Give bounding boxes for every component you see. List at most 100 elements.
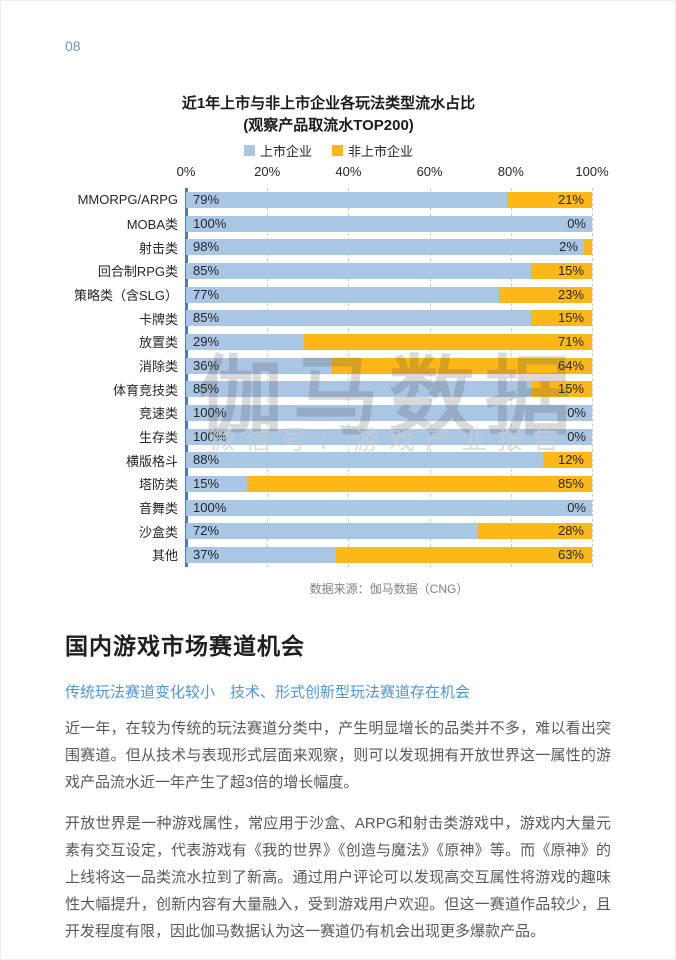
value-label-listed: 100% <box>193 428 227 444</box>
page-number: 08 <box>65 38 81 54</box>
bar-track: 37% 63% <box>186 546 592 563</box>
category-label: 射击类 <box>138 240 178 256</box>
bar-segment-unlisted <box>246 475 592 492</box>
category-label: 策略类（含SLG） <box>73 288 178 304</box>
chart-title: 近1年上市与非上市企业各玩法类型流水占比 <box>181 95 476 112</box>
chart-row: 策略类（含SLG） 77% 23% <box>65 283 592 307</box>
value-label-unlisted: 0% <box>567 215 586 231</box>
legend-swatch-icon <box>332 145 343 156</box>
value-label-unlisted: 0% <box>567 499 586 515</box>
category-label: 塔防类 <box>138 477 178 493</box>
chart-row: 塔防类 15% 85% <box>65 472 592 496</box>
value-label-listed: 88% <box>193 452 220 468</box>
value-label-listed: 85% <box>193 310 220 326</box>
value-label-listed: 15% <box>193 475 220 491</box>
bar-track: 98% 2% <box>186 239 592 256</box>
chart-row: 其他 37% 63% <box>65 543 592 567</box>
value-label-unlisted: 12% <box>557 452 584 468</box>
bar-segment-unlisted <box>531 262 592 279</box>
bar-segment-listed <box>186 499 592 516</box>
bar-track: 88% 12% <box>186 452 592 469</box>
bar-segment-unlisted <box>531 310 592 327</box>
category-label: 回合制RPG类 <box>97 264 178 280</box>
bar-segment-listed <box>186 452 544 469</box>
bar-segment-listed <box>186 381 532 398</box>
chart-row: 消除类 36% 64% <box>65 354 592 378</box>
bar-track: 85% 15% <box>186 310 592 327</box>
bar-segment-listed <box>186 310 532 327</box>
body-paragraph: 近一年，在较为传统的玩法赛道分类中，产生明显增长的品类并不多，难以看出突围赛道。… <box>65 720 611 791</box>
x-tick-label: 60% <box>416 164 443 179</box>
value-label-unlisted: 63% <box>557 546 584 562</box>
value-label-listed: 72% <box>193 523 220 539</box>
value-label-listed: 85% <box>193 262 220 278</box>
body-paragraph: 开放世界是一种游戏属性，常应用于沙盒、ARPG和射击类游戏中，游戏内大量元素有交… <box>65 815 611 940</box>
gridline <box>510 188 512 567</box>
legend-label: 非上市企业 <box>348 144 414 159</box>
bar-segment-unlisted <box>332 357 592 374</box>
chart-row: 生存类 100% 0% <box>65 425 592 449</box>
plot-area <box>185 188 593 567</box>
x-tick-label: 40% <box>335 164 362 179</box>
bar-track: 100% 0% <box>186 404 592 421</box>
bar-segment-unlisted <box>498 286 592 303</box>
category-label: 体育竞技类 <box>112 382 178 398</box>
chart-row: 射击类 98% 2% <box>65 235 592 259</box>
gridline <box>267 188 269 567</box>
chart-subtitle: (观察产品取流水TOP200) <box>243 117 414 134</box>
x-tick-label: 0% <box>176 164 196 179</box>
value-label-listed: 100% <box>193 499 227 515</box>
bar-track: 77% 23% <box>186 286 592 303</box>
bar-segment-listed <box>186 404 592 421</box>
bar-track: 85% 15% <box>186 262 592 279</box>
bar-track: 79% 21% <box>186 191 592 208</box>
x-tick-label: 80% <box>497 164 524 179</box>
bar-segment-listed <box>186 546 337 563</box>
value-label-listed: 98% <box>193 239 220 255</box>
legend-item: 上市企业 <box>243 141 312 160</box>
value-label-listed: 79% <box>193 191 220 207</box>
category-label: 放置类 <box>138 335 178 351</box>
bar-segment-listed <box>186 475 247 492</box>
category-label: 卡牌类 <box>138 311 178 327</box>
x-tick-label: 100% <box>575 164 609 179</box>
x-axis-ticks: 0% 20% 40% 60% 80% 100% <box>177 164 609 180</box>
section: 国内游戏市场赛道机会 传统玩法赛道变化较小 技术、形式创新型玩法赛道存在机会 近… <box>65 627 611 959</box>
category-label: MOBA类 <box>126 217 178 232</box>
value-label-unlisted: 71% <box>557 333 584 349</box>
category-label: 竞速类 <box>138 406 178 422</box>
value-label-unlisted: 64% <box>557 357 584 373</box>
value-label-unlisted: 0% <box>567 404 586 420</box>
bar-segment-listed <box>186 286 499 303</box>
bar-segment-unlisted <box>303 333 592 350</box>
legend-swatch-icon <box>243 145 255 156</box>
legend-item: 非上市企业 <box>332 141 413 160</box>
gridline <box>592 188 593 567</box>
bar-segment-listed <box>186 523 479 540</box>
value-label-unlisted: 21% <box>557 191 584 207</box>
chart-row: 体育竞技类 85% 15% <box>65 377 592 401</box>
chart-row: 音舞类 100% 0% <box>65 496 592 520</box>
chart-row: 放置类 29% 71% <box>65 330 592 354</box>
data-source-note: 数据来源：伽马数据（CNG） <box>309 582 469 596</box>
bar-segment-unlisted <box>543 452 592 469</box>
category-label: 其他 <box>151 548 178 564</box>
chart-row: MOBA类 100% 0% <box>65 212 592 236</box>
section-subheading: 传统玩法赛道变化较小 技术、形式创新型玩法赛道存在机会 <box>65 684 471 701</box>
value-label-listed: 100% <box>193 215 227 231</box>
value-label-listed: 29% <box>193 333 220 349</box>
bar-track: 72% 28% <box>186 523 592 540</box>
value-label-unlisted: 28% <box>557 523 584 539</box>
value-label-listed: 85% <box>193 381 220 397</box>
value-label-listed: 37% <box>193 546 220 562</box>
bar-segment-listed <box>186 357 333 374</box>
legend-label: 上市企业 <box>259 144 312 159</box>
chart-legend: 上市企业 非上市企业 <box>65 141 592 160</box>
value-label-listed: 100% <box>193 404 227 420</box>
gridline <box>429 188 431 567</box>
chart-row: 竞速类 100% 0% <box>65 401 592 425</box>
bar-segment-unlisted <box>478 523 592 540</box>
value-label-unlisted: 85% <box>557 475 584 491</box>
chart-row: MMORPG/ARPG 79% 21% <box>65 188 592 212</box>
